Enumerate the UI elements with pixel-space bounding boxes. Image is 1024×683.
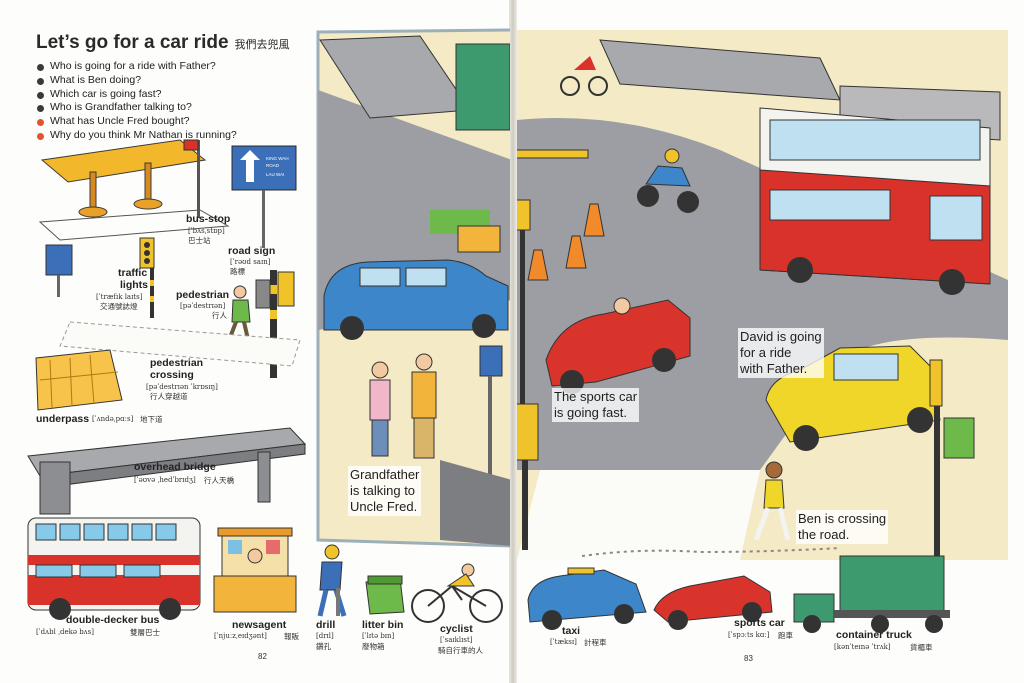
underpass-label: underpass: [36, 413, 90, 425]
question-item: What has Uncle Fred bought?: [36, 115, 237, 129]
taxi-phonetic: [ˈtæksɪ]: [550, 638, 577, 646]
traffic-light-illustration: [139, 237, 155, 318]
caption-line: the road.: [798, 527, 850, 542]
pedestrian-sign-illustration: [45, 244, 73, 297]
bus-stop-illustration: [38, 139, 230, 241]
overhead-bridge-phonetic: [ˈəʊvə ˌhedˈbrɪdʒ]: [134, 476, 196, 484]
road-sign-text: KING WAH: [266, 156, 289, 161]
pedestrian-crossing-chinese: 行人穿越道: [150, 392, 188, 401]
page-number-left: 82: [258, 652, 267, 661]
page-title-chinese: 我們去兜風: [234, 39, 290, 51]
underpass-phonetic: [ˈʌndəˌpɑːs]: [92, 415, 134, 423]
page-title-text: Let’s go for a car ride: [36, 32, 229, 53]
traffic-lights-chinese: 交通號誌燈: [100, 302, 138, 311]
question-item: Who is going for a ride with Father?: [36, 60, 237, 74]
caption-line: is talking to: [350, 483, 416, 498]
crossing-light-illustration: [255, 270, 295, 378]
newsagent-label: newsagent: [232, 619, 287, 631]
underpass-chinese: 地下道: [140, 415, 163, 424]
bus-stop-phonetic: [ˈbʌsˌstɒp]: [188, 227, 225, 235]
bus-stop-label: bus-stop: [186, 213, 231, 225]
pedestrian-chinese: 行人: [212, 311, 227, 320]
double-decker-bus-label: double-decker bus: [66, 614, 160, 626]
question-item: Who is Grandfather talking to?: [36, 101, 237, 115]
traffic-lights-phonetic: [ˈtræfɪk laɪts]: [96, 293, 143, 301]
container-truck-phonetic: [kənˈteɪnə ˈtrʌk]: [834, 643, 891, 651]
cyclist-illustration: [411, 563, 503, 623]
litter-bin-phonetic: [ˈlɪtə bɪn]: [362, 632, 395, 640]
overhead-bridge-illustration: [27, 427, 307, 515]
road-sign-label: road sign: [228, 245, 276, 257]
left-page-illustrations: KING WAH ROAD LAU WAI: [27, 28, 510, 623]
pedestrian-label: pedestrian: [176, 289, 230, 301]
container-truck-label: container truck: [836, 629, 912, 641]
taxi-label: taxi: [562, 625, 581, 637]
grandfather-caption: Grandfather is talking to Uncle Fred.: [348, 466, 422, 516]
litter-bin-illustration: [365, 575, 405, 615]
litter-bin-chinese: 廢物箱: [362, 642, 385, 651]
caption-line: Ben is crossing: [798, 511, 887, 526]
newsagent-phonetic: [ˈnjuːzˌeɪdʒənt]: [214, 632, 267, 640]
street-scene-right: [517, 30, 1008, 633]
cyclist-label: cyclist: [440, 623, 473, 635]
sports-car-phonetic: [ˈspɔːts kɑː]: [728, 631, 770, 639]
overhead-bridge-label: overhead bridge: [134, 461, 216, 473]
sports-car-label: sports car: [734, 617, 785, 629]
drill-phonetic: [drɪl]: [316, 632, 334, 640]
traffic-lights-label-line2: lights: [120, 279, 148, 291]
pedestrian-phonetic: [pəˈdestrɪən]: [180, 302, 226, 310]
drill-chinese: 鑽孔: [316, 642, 331, 651]
pedestrian-crossing-label-line2: crossing: [150, 369, 194, 381]
street-scene-left: [316, 28, 510, 548]
sports-car-caption: The sports car is going fast.: [552, 388, 640, 422]
taxi-chinese: 計程車: [584, 638, 607, 647]
question-item: What is Ben doing?: [36, 74, 237, 88]
crossing-stripes-illustration: [59, 321, 301, 367]
double-decker-bus-chinese: 雙層巴士: [130, 628, 160, 637]
road-sign-text: ROAD: [266, 163, 280, 168]
newsagent-chinese: 報販: [284, 632, 299, 641]
traffic-lights-label-line1: traffic: [118, 267, 148, 279]
sports-car-chinese: 跑車: [778, 631, 793, 640]
book-spine: [509, 0, 517, 683]
page-title: Let’s go for a car ride 我們去兜風: [36, 32, 290, 54]
caption-line: Grandfather: [350, 467, 420, 482]
underpass-illustration: [35, 349, 123, 411]
bus-stop-chinese: 巴士站: [188, 236, 211, 245]
pedestrian-crossing-label-line1: pedestrian: [150, 357, 204, 369]
road-sign-illustration: KING WAH ROAD LAU WAI: [231, 145, 297, 248]
litter-bin-label: litter bin: [362, 619, 404, 631]
double-decker-bus-phonetic: [ˈdʌbl ˌdekə bʌs]: [36, 628, 94, 636]
david-caption: David is going for a ride with Father.: [738, 328, 824, 378]
overhead-bridge-chinese: 行人天橋: [204, 476, 234, 485]
drill-label: drill: [316, 619, 336, 631]
road-sign-text: LAU WAI: [266, 172, 284, 177]
caption-line: with Father.: [740, 361, 808, 376]
drill-illustration: [317, 544, 347, 617]
caption-line: Uncle Fred.: [350, 499, 418, 514]
caption-line: David is going: [740, 329, 822, 344]
road-sign-phonetic: [ˈrəʊd saɪn]: [230, 258, 271, 266]
pedestrian-crossing-phonetic: [pəˈdestrɪən ˈkrɒsɪŋ]: [146, 383, 218, 391]
double-decker-bus-illustration: [27, 517, 201, 620]
container-truck-chinese: 貨櫃車: [910, 643, 933, 652]
cyclist-chinese: 騎自行車的人: [438, 646, 483, 655]
right-page-illustrations: [517, 30, 1008, 633]
question-list: Who is going for a ride with Father? Wha…: [36, 60, 237, 143]
ben-caption: Ben is crossing the road.: [796, 510, 889, 544]
page-number-right: 83: [744, 654, 753, 663]
newsagent-illustration: [213, 527, 297, 613]
caption-line: is going fast.: [554, 405, 627, 420]
road-sign-chinese: 路標: [230, 267, 245, 276]
question-item: Why do you think Mr Nathan is running?: [36, 129, 237, 143]
question-item: Which car is going fast?: [36, 88, 237, 102]
caption-line: for a ride: [740, 345, 792, 360]
caption-line: The sports car: [554, 389, 638, 404]
cyclist-phonetic: [ˈsaɪklɪst]: [440, 636, 473, 644]
